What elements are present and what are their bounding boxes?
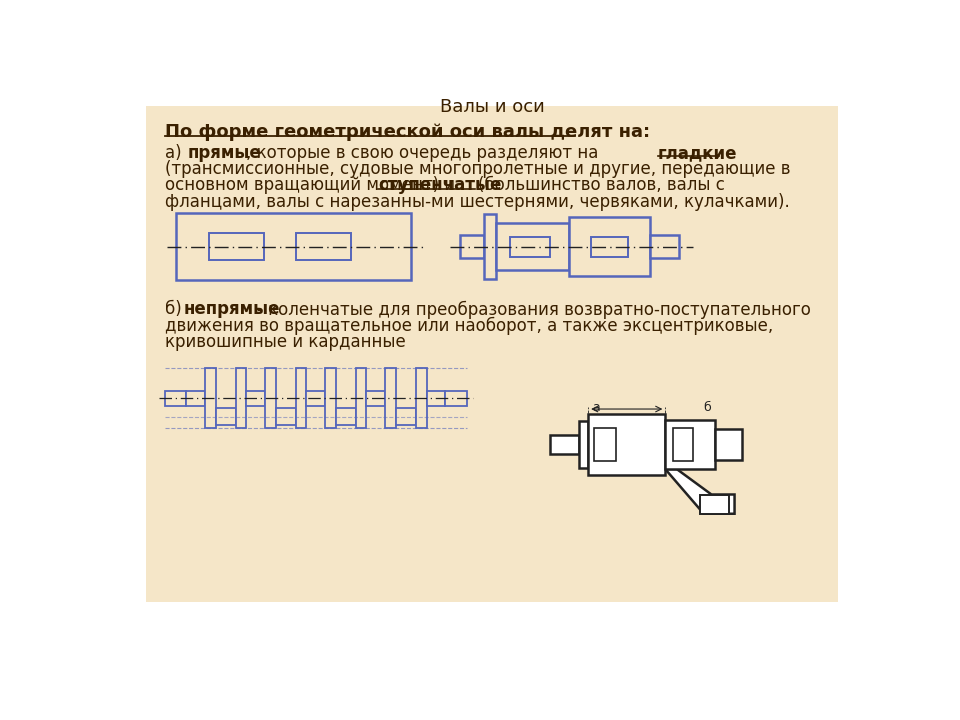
Bar	[588, 414, 665, 475]
Bar	[204, 368, 216, 428]
Text: движения во вращательное или наоборот, а также эксцентриковые,: движения во вращательное или наоборот, а…	[165, 317, 773, 335]
Bar	[460, 235, 484, 258]
Bar	[445, 390, 467, 406]
Bar	[579, 421, 588, 467]
Bar	[396, 408, 416, 426]
Bar	[416, 368, 426, 428]
Bar	[496, 223, 569, 270]
Text: а: а	[592, 400, 600, 413]
Bar	[146, 106, 838, 603]
Bar	[235, 368, 247, 428]
Bar	[247, 390, 265, 406]
Text: кривошипные и карданные: кривошипные и карданные	[165, 333, 405, 351]
Bar	[385, 368, 396, 428]
Bar	[594, 428, 616, 462]
Polygon shape	[665, 469, 734, 514]
Text: фланцами, валы с нарезанны-ми шестернями, червяками, кулачками).: фланцами, валы с нарезанны-ми шестернями…	[165, 193, 789, 211]
Bar	[650, 235, 679, 258]
Bar	[510, 237, 550, 256]
Bar	[356, 368, 367, 428]
Text: б: б	[704, 400, 711, 413]
Text: а): а)	[165, 144, 181, 162]
Bar	[569, 217, 650, 276]
Bar	[296, 368, 306, 428]
Bar	[265, 368, 276, 428]
Bar	[276, 408, 296, 426]
Bar	[165, 390, 186, 406]
Bar	[426, 390, 445, 406]
Text: Валы и оси: Валы и оси	[440, 98, 544, 116]
Bar	[296, 233, 351, 260]
Bar	[324, 368, 336, 428]
Bar	[306, 390, 324, 406]
Text: - коленчатые для преобразования возвратно-поступательного: - коленчатые для преобразования возвратн…	[257, 300, 811, 319]
Bar	[367, 390, 385, 406]
Bar	[665, 420, 715, 469]
Bar	[177, 212, 411, 280]
Bar	[216, 408, 235, 426]
Text: прямые: прямые	[188, 144, 261, 162]
Text: По форме геометрической оси валы делят на:: По форме геометрической оси валы делят н…	[165, 123, 650, 141]
Bar	[590, 237, 628, 256]
Text: гладкие: гладкие	[658, 144, 737, 162]
Bar	[484, 215, 496, 279]
Text: , которые в свою очередь разделяют на: , которые в свою очередь разделяют на	[246, 144, 598, 162]
Bar	[700, 495, 730, 514]
Text: (большинство валов, валы с: (большинство валов, валы с	[478, 176, 725, 194]
Text: непрямые: непрямые	[184, 300, 280, 318]
Bar	[186, 390, 204, 406]
Text: основном вращающий момент) и: основном вращающий момент) и	[165, 176, 460, 194]
Bar	[673, 428, 693, 462]
Bar	[336, 408, 356, 426]
Text: б): б)	[165, 300, 181, 318]
Text: (трансмиссионные, судовые многопролетные и другие, передающие в: (трансмиссионные, судовые многопролетные…	[165, 161, 790, 179]
Bar	[208, 233, 264, 260]
Text: ступенчатые: ступенчатые	[378, 176, 501, 194]
Bar	[550, 435, 579, 454]
Bar	[715, 429, 742, 460]
